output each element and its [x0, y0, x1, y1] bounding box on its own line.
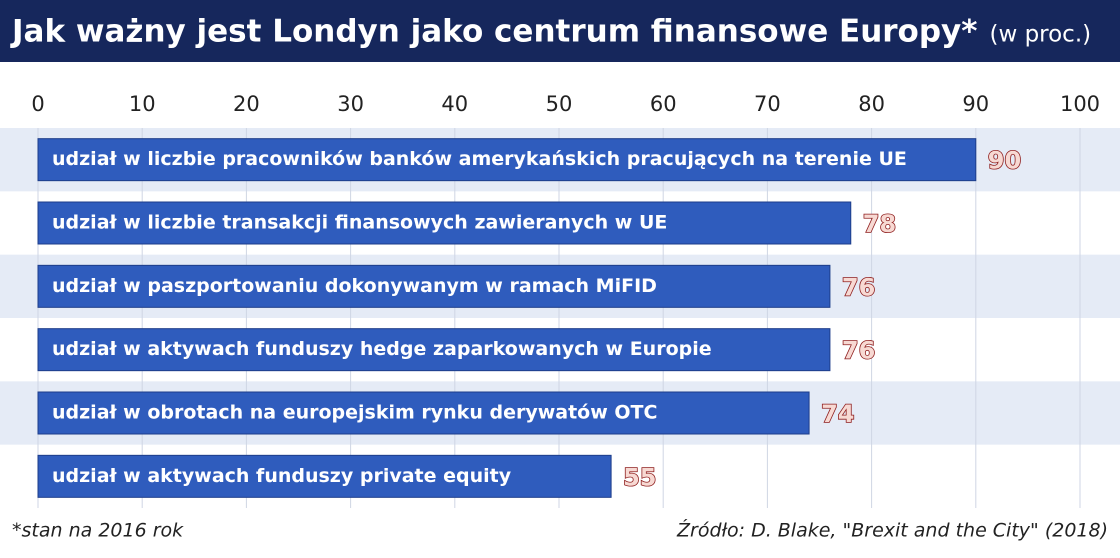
x-tick-label: 10 — [129, 92, 156, 116]
value-label: 76 — [842, 273, 875, 301]
x-tick-label: 50 — [546, 92, 573, 116]
x-tick-label: 100 — [1060, 92, 1100, 116]
x-tick-label: 40 — [441, 92, 468, 116]
x-tick-label: 90 — [962, 92, 989, 116]
value-label: 55 — [623, 463, 656, 491]
x-tick-label: 0 — [31, 92, 44, 116]
x-tick-label: 70 — [754, 92, 781, 116]
x-tick-label: 80 — [858, 92, 885, 116]
value-label: 78 — [863, 210, 896, 238]
bar — [37, 391, 810, 435]
value-label: 76 — [842, 337, 875, 365]
value-label: 74 — [821, 400, 854, 428]
bar — [37, 138, 977, 182]
grid: 0 10 20 30 40 50 60 70 80 90 100 — [31, 92, 1100, 508]
chart-title: Jak ważny jest Londyn jako centrum finan… — [10, 14, 977, 50]
category-label: udział w aktywach funduszy private equit… — [52, 465, 512, 487]
x-tick-label: 30 — [337, 92, 364, 116]
value-label: 90 — [988, 147, 1021, 175]
title-banner — [0, 0, 1120, 62]
x-tick-label: 20 — [233, 92, 260, 116]
bar — [37, 201, 852, 245]
source: Źródło: D. Blake, "Brexit and the City" … — [676, 519, 1108, 542]
bar — [37, 264, 831, 308]
bars: udział w liczbie pracowników banków amer… — [37, 138, 1022, 498]
category-label: udział w liczbie pracowników banków amer… — [52, 148, 907, 170]
category-label: udział w aktywach funduszy hedge zaparko… — [52, 338, 712, 360]
bar — [37, 454, 612, 498]
bar — [37, 328, 831, 372]
chart-subtitle: (w proc.) — [989, 22, 1091, 48]
category-label: udział w paszportowaniu dokonywanym w ra… — [52, 275, 657, 297]
x-tick-label: 60 — [650, 92, 677, 116]
footnote: *stan na 2016 rok — [12, 520, 184, 542]
category-label: udział w obrotach na europejskim rynku d… — [52, 402, 657, 424]
category-label: udział w liczbie transakcji finansowych … — [52, 212, 667, 234]
